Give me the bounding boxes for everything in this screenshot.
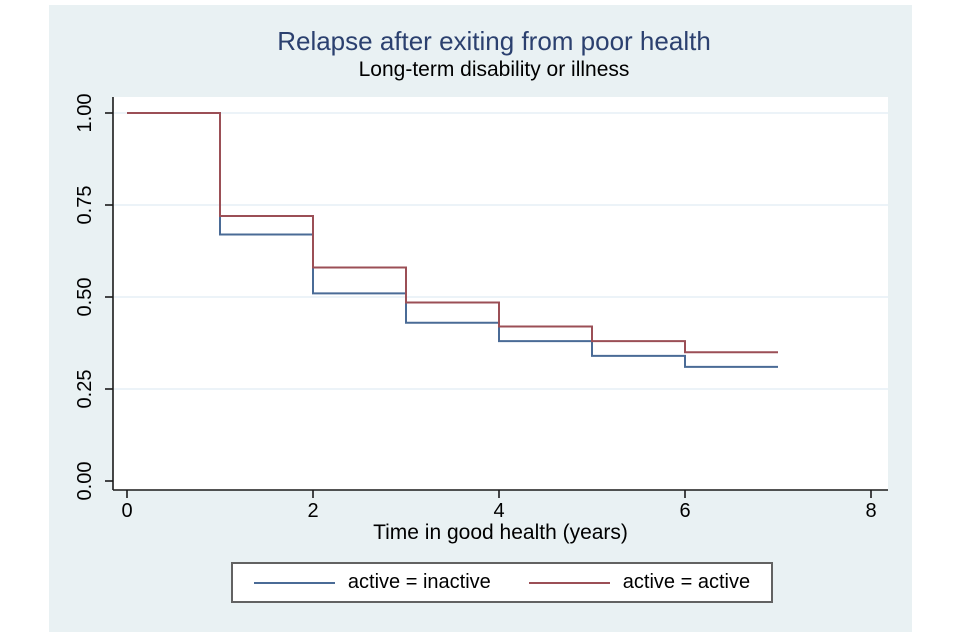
x-tick-label: 2 <box>307 500 319 522</box>
legend: active = inactive active = active <box>231 562 773 603</box>
chart-title: Relapse after exiting from poor health <box>277 26 711 56</box>
y-tick-label: 0.00 <box>74 461 96 501</box>
legend-item-active: active = active <box>528 571 751 594</box>
x-tick-label: 0 <box>121 500 133 522</box>
legend-line-inactive <box>253 581 335 584</box>
y-tick-label: 1.00 <box>74 93 96 133</box>
legend-line-active <box>528 581 610 584</box>
x-tick-label: 6 <box>679 500 691 522</box>
legend-label: active = active <box>622 571 751 593</box>
legend-label: active = inactive <box>347 571 491 593</box>
legend-item-inactive: active = inactive <box>253 571 491 594</box>
survival-curve-active <box>127 112 778 354</box>
x-tick-label: 4 <box>493 500 505 522</box>
x-tick-label: 8 <box>865 500 877 522</box>
x-axis-title: Time in good health (years) <box>373 521 628 544</box>
y-tick-label: 0.50 <box>74 277 96 317</box>
survival-curve-inactive <box>127 112 778 368</box>
y-tick-label: 0.75 <box>74 185 96 225</box>
plot-area <box>113 97 888 490</box>
chart-subtitle: Long-term disability or illness <box>358 58 630 81</box>
y-tick-label: 0.25 <box>74 369 96 409</box>
